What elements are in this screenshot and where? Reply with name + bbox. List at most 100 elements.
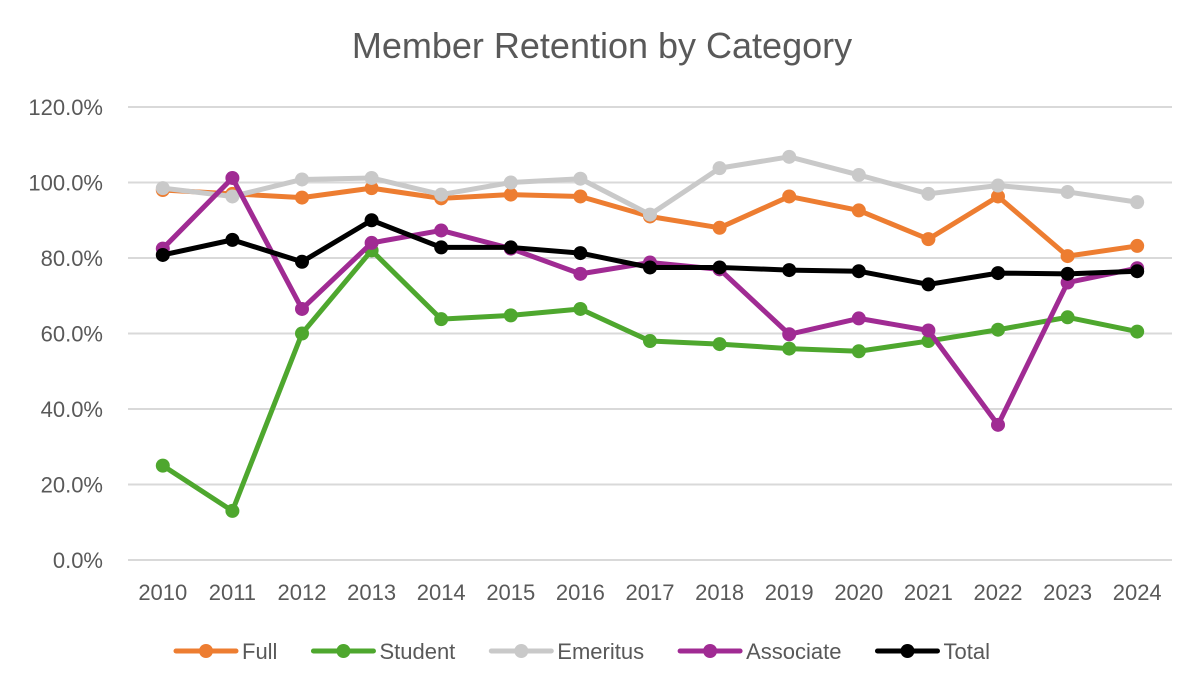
x-axis-ticks: 2010 2011 2012 2013 2014 2015 2016 2017 2018 2019… [138,580,1161,605]
x-tick-label: 2021 [904,580,953,605]
legend-label: Associate [746,639,841,664]
data-point-associate [573,266,588,281]
data-point-full [851,203,866,218]
data-point-total [851,264,866,279]
data-point-total [782,263,797,278]
x-tick-label: 2022 [974,580,1023,605]
data-point-associate [434,223,449,238]
x-tick-label: 2016 [556,580,605,605]
legend-item-total: Total [874,639,990,664]
data-point-student [434,312,449,327]
legend-item-full: Full [173,639,277,664]
data-point-student [1130,324,1145,339]
series-line-student [160,247,1140,514]
data-point-full [573,189,588,204]
x-tick-label: 2011 [209,580,256,605]
data-point-student [295,326,309,341]
legend-label: Student [379,639,455,664]
y-tick-label: 0.0% [53,548,103,573]
data-point-emeritus [434,187,449,202]
data-point-total [573,246,588,261]
series-line-total [160,217,1140,287]
data-point-total [503,240,518,255]
chart-title: Member Retention by Category [352,25,852,66]
data-point-total [434,240,449,255]
data-point-student [782,341,797,356]
data-point-full [921,232,936,247]
y-tick-label: 40.0% [41,397,103,422]
data-point-emeritus [573,171,588,186]
data-point-emeritus [643,207,657,222]
x-tick-label: 2012 [278,580,327,605]
data-point-full [295,190,309,205]
x-tick-label: 2024 [1113,580,1162,605]
x-tick-label: 2023 [1043,580,1092,605]
data-point-emeritus [991,178,1005,193]
legend-label: Full [242,639,277,664]
data-point-full [503,187,518,202]
data-point-student [503,308,518,323]
data-point-associate [225,170,240,185]
data-point-associate [364,235,379,250]
legend-swatch-marker [703,644,718,658]
data-point-student [573,301,588,316]
data-point-emeritus [851,167,866,182]
data-point-associate [851,311,866,326]
series-emeritus [155,149,1145,222]
y-axis-ticks: 0.0% 20.0% 40.0% 60.0% 80.0% 100.0% 120.0% [28,95,103,573]
series-full [155,181,1145,264]
data-point-emeritus [1060,184,1075,199]
data-point-associate [782,327,797,342]
x-tick-label: 2013 [347,580,396,605]
x-tick-label: 2017 [626,580,675,605]
data-point-associate [295,301,309,316]
data-point-student [991,322,1005,337]
data-point-emeritus [364,170,379,185]
data-point-full [364,181,379,196]
data-point-emeritus [503,175,518,190]
x-tick-label: 2020 [834,580,883,605]
data-point-student [1060,310,1075,325]
data-point-total [225,232,240,247]
data-point-total [155,247,170,262]
data-point-emeritus [155,181,170,196]
data-point-full [712,220,727,235]
data-point-emeritus [782,149,797,164]
data-point-total [921,277,936,292]
data-point-student [225,503,240,518]
data-point-total [364,213,379,228]
y-tick-label: 100.0% [28,171,103,196]
data-point-full [1060,249,1075,264]
legend: Full Student Emeritus Associate Total [173,639,990,664]
data-point-student [643,334,657,349]
data-point-total [712,260,727,275]
data-point-full [1130,238,1145,253]
data-point-associate [921,323,936,338]
legend-label: Emeritus [557,639,644,664]
legend-label: Total [943,639,989,664]
y-tick-label: 80.0% [41,246,103,271]
data-point-student [851,344,866,359]
data-point-total [295,254,309,269]
data-point-emeritus [921,186,936,201]
data-point-associate [991,417,1005,432]
legend-swatch-marker [199,644,213,658]
x-tick-label: 2014 [417,580,466,605]
gridlines [128,106,1172,561]
y-tick-label: 120.0% [28,95,103,120]
data-point-total [643,260,657,275]
data-point-emeritus [295,172,309,187]
series-student [155,243,1145,518]
x-tick-label: 2018 [695,580,744,605]
x-tick-label: 2019 [765,580,814,605]
legend-swatch-marker [336,644,351,658]
y-tick-label: 60.0% [41,322,103,347]
data-point-student [712,337,727,352]
x-tick-label: 2010 [138,580,187,605]
data-point-emeritus [1130,195,1145,210]
data-point-emeritus [225,189,240,204]
data-point-full [782,189,797,204]
x-tick-label: 2015 [486,580,535,605]
